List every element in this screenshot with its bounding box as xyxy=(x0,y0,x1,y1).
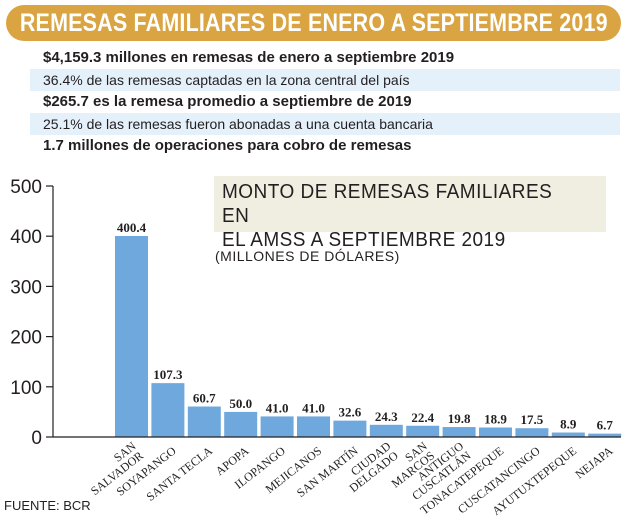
bar-value-label: 50.0 xyxy=(229,396,252,411)
y-tick-label: 0 xyxy=(31,428,42,449)
y-tick: 300 xyxy=(10,277,53,298)
bars xyxy=(53,235,622,438)
y-tick: 200 xyxy=(10,328,53,349)
bar-value-label: 17.5 xyxy=(521,412,544,427)
bar xyxy=(224,411,258,437)
x-tick-label: NEJAPA xyxy=(573,443,616,481)
chart-title-box: MONTO DE REMESAS FAMILIARES EN EL AMSS A… xyxy=(214,176,606,251)
facts-list: $4,159.3 millones en remesas de enero a … xyxy=(30,47,620,157)
bar xyxy=(187,406,221,437)
fact-bank-account-share: 25.1% de las remesas fueron abonadas a u… xyxy=(30,113,620,135)
bar xyxy=(297,416,330,437)
source-note: FUENTE: BCR xyxy=(4,498,91,513)
y-tick: 500 xyxy=(10,177,53,198)
chart-title: MONTO DE REMESAS FAMILIARES EN EL AMSS A… xyxy=(222,181,553,251)
fact-central-zone-share: 36.4% de las remesas captadas en la zona… xyxy=(30,69,620,91)
chart-units: (MILLONES DE DÓLARES) xyxy=(215,248,400,264)
bar-value-label: 19.8 xyxy=(448,411,471,426)
bar-value-label: 41.0 xyxy=(302,400,325,415)
y-tick: 400 xyxy=(10,227,53,248)
bar xyxy=(588,433,622,437)
y-tick-label: 200 xyxy=(10,328,42,349)
fact-operations-count: 1.7 millones de operaciones para cobro d… xyxy=(43,137,412,154)
bar-value-label: 8.9 xyxy=(560,417,577,432)
header-title: REMESAS FAMILIARES DE ENERO A SEPTIEMBRE… xyxy=(19,8,608,37)
header-banner: REMESAS FAMILIARES DE ENERO A SEPTIEMBRE… xyxy=(6,5,621,41)
x-tick-label-line: NEJAPA xyxy=(573,443,616,481)
value-labels: 400.4 107.3 60.7 50.0 41.0 41.0 32.6 24.3 22.4 19… xyxy=(117,220,613,433)
bar-value-label: 60.7 xyxy=(193,391,216,406)
y-tick: 0 xyxy=(31,428,53,449)
bar xyxy=(479,427,512,437)
bar xyxy=(515,428,549,437)
y-tick-label: 300 xyxy=(10,277,42,298)
bar-value-label: 400.4 xyxy=(117,220,147,235)
bar xyxy=(369,424,403,437)
bar-value-label: 41.0 xyxy=(266,400,289,415)
bar-value-label: 22.4 xyxy=(411,410,434,425)
y-tick-label: 100 xyxy=(10,378,42,399)
bar xyxy=(260,416,294,437)
bar-value-label: 6.7 xyxy=(597,418,614,433)
bar xyxy=(115,235,148,437)
bar-value-label: 24.3 xyxy=(375,409,398,424)
bar-value-label: 107.3 xyxy=(153,367,183,382)
fact-average-remittance: $265.7 es la remesa promedio a septiembr… xyxy=(43,93,412,110)
bar xyxy=(151,383,185,437)
y-axis: 0 100 200 300 400 500 xyxy=(10,177,54,449)
bar-value-label: 32.6 xyxy=(339,405,362,420)
bar-value-label: 18.9 xyxy=(484,412,507,427)
bar xyxy=(406,425,440,437)
y-tick-label: 400 xyxy=(10,227,42,248)
y-tick: 100 xyxy=(10,378,53,399)
bar xyxy=(333,420,367,437)
bar xyxy=(442,427,476,437)
y-tick-label: 500 xyxy=(10,177,42,198)
bar xyxy=(551,432,585,437)
fact-total-remittances: $4,159.3 millones en remesas de enero a … xyxy=(43,49,455,66)
